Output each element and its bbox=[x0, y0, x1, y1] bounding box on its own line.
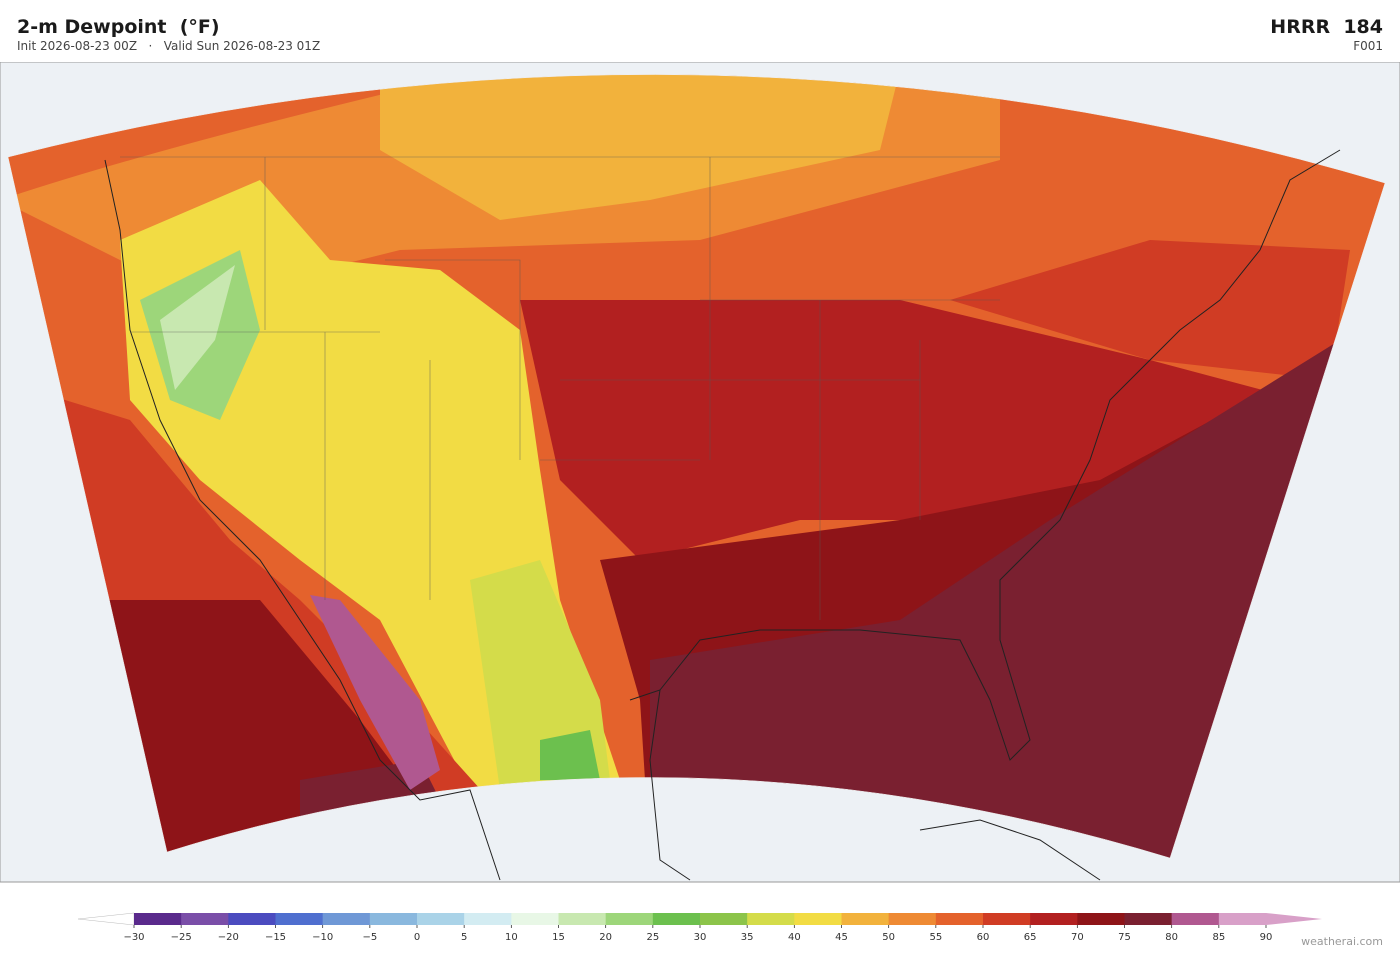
colorbar-tick-label: 5 bbox=[461, 932, 467, 943]
colorbar-segment bbox=[841, 913, 890, 925]
colorbar-tick-label: −25 bbox=[171, 932, 192, 943]
colorbar-segment bbox=[605, 913, 654, 925]
colorbar-extend-high bbox=[1266, 913, 1322, 925]
colorbar-tick-label: 0 bbox=[414, 932, 420, 943]
colorbar-segment bbox=[1218, 913, 1267, 925]
colorbar-segment bbox=[464, 913, 512, 925]
colorbar-tick-label: 55 bbox=[929, 932, 942, 943]
colorbar-segment bbox=[652, 913, 701, 925]
colorbar-segment bbox=[935, 913, 984, 925]
colorbar-segment bbox=[134, 913, 182, 925]
colorbar-tick-label: 80 bbox=[1165, 932, 1178, 943]
subtitle: Init 2026-08-23 00Z · Valid Sun 2026-08-… bbox=[17, 39, 321, 53]
colorbar-segment bbox=[983, 913, 1031, 925]
colorbar-segment bbox=[322, 913, 371, 925]
colorbar-tick-label: 45 bbox=[835, 932, 848, 943]
colorbar-segment bbox=[558, 913, 607, 925]
colorbar-segment bbox=[794, 913, 842, 925]
colorbar-tick-label: 10 bbox=[505, 932, 518, 943]
colorbar-tick-label: 50 bbox=[882, 932, 895, 943]
colorbar-segment bbox=[888, 913, 937, 925]
title: 2-m Dewpoint (°F) bbox=[17, 16, 220, 38]
colorbar-tick-label: 85 bbox=[1212, 932, 1225, 943]
colorbar-segment bbox=[511, 913, 559, 925]
colorbar-tick-label: 65 bbox=[1024, 932, 1037, 943]
watermark: weatherai.com bbox=[1301, 935, 1383, 948]
colorbar-segment bbox=[369, 913, 418, 925]
colorbar-segment bbox=[1030, 913, 1078, 925]
colorbar-segment bbox=[1124, 913, 1173, 925]
colorbar: −30 −25 −20 −15 −10 −5 0 5 10 15 20 25 30 35 40 45 50 55 6… bbox=[77, 912, 1322, 943]
colorbar-tick-label: 90 bbox=[1260, 932, 1273, 943]
colorbar-segment bbox=[747, 913, 795, 925]
colorbar-tick-label: 35 bbox=[741, 932, 754, 943]
colorbar-tick-label: 20 bbox=[599, 932, 612, 943]
colorbar-tick-label: 40 bbox=[788, 932, 801, 943]
colorbar-tick-label: 60 bbox=[977, 932, 990, 943]
colorbar-tick-label: 75 bbox=[1118, 932, 1131, 943]
colorbar-segment bbox=[417, 913, 465, 925]
state-borders bbox=[120, 156, 1000, 620]
run: 184 bbox=[1343, 16, 1383, 38]
colorbar-segment bbox=[275, 913, 324, 925]
colorbar-segment bbox=[228, 913, 276, 925]
colorbar-segment bbox=[700, 913, 748, 925]
map bbox=[0, 62, 1400, 883]
colorbar-tick-label: −10 bbox=[312, 932, 333, 943]
forecast-hour: F001 bbox=[1353, 39, 1383, 53]
model: HRRR bbox=[1270, 16, 1331, 38]
model-run: HRRR 184 bbox=[1270, 16, 1383, 38]
colorbar-tick-label: −15 bbox=[265, 932, 286, 943]
colorbar-extend-low bbox=[77, 912, 135, 926]
dewpoint-field bbox=[8, 74, 1385, 858]
colorbar-tick-label: 15 bbox=[552, 932, 565, 943]
colorbar-tick-label: 25 bbox=[646, 932, 659, 943]
colorbar-tick-label: 30 bbox=[694, 932, 707, 943]
coastlines bbox=[104, 149, 1341, 881]
colorbar-tick-label: 70 bbox=[1071, 932, 1084, 943]
colorbar-tick-label: −20 bbox=[218, 932, 239, 943]
colorbar-tick-label: −30 bbox=[123, 932, 144, 943]
colorbar-segment bbox=[181, 913, 229, 925]
domain-outline bbox=[7, 74, 1386, 859]
colorbar-segment bbox=[1171, 913, 1220, 925]
colorbar-segment bbox=[1077, 913, 1125, 925]
colorbar-tick-label: −5 bbox=[362, 932, 377, 943]
